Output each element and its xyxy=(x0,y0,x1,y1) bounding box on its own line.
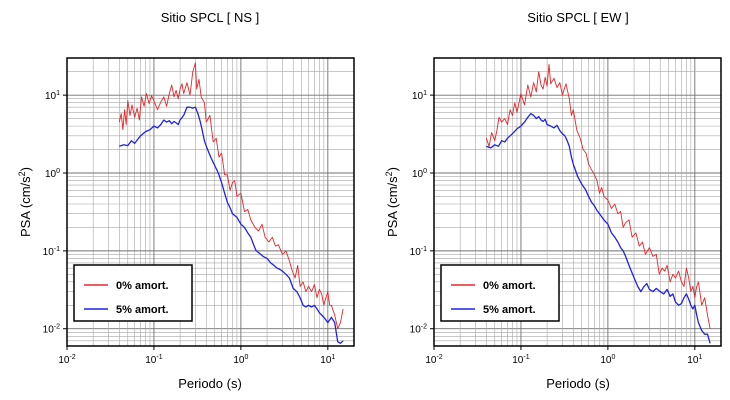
legend-box xyxy=(73,264,193,322)
x-tick-label: 10-1 xyxy=(512,354,529,366)
legend-box xyxy=(440,264,560,322)
x-tick-label: 10-2 xyxy=(58,354,75,366)
y-tick-exp: -1 xyxy=(54,246,60,253)
x-axis-label: Periodo (s) xyxy=(178,376,242,391)
x-tick-exp: 0 xyxy=(611,354,615,361)
chart-title: Sitio SPCL [ NS ] xyxy=(161,10,260,25)
series-line-0 xyxy=(118,62,344,330)
plot-frame xyxy=(66,57,355,347)
x-tick-base: 10 xyxy=(512,355,524,366)
y-tick-label: 10-2 xyxy=(410,324,427,336)
y-tick-label: 100 xyxy=(45,168,60,180)
chart-panel-ns: Sitio SPCL [ NS ] 10-2 10-1 100 10110-210-1… xyxy=(17,10,355,391)
x-tick-exp: -2 xyxy=(69,354,75,361)
x-axis-label: Periodo (s) xyxy=(546,376,610,391)
x-tick-label: 100 xyxy=(600,354,615,366)
y-axis-label-sup: 2 xyxy=(17,171,27,176)
y-tick-base: 10 xyxy=(412,169,424,180)
y-tick-label: 101 xyxy=(45,90,60,102)
x-tick-base: 10 xyxy=(145,355,157,366)
y-tick-label: 101 xyxy=(412,90,427,102)
y-tick-base: 10 xyxy=(45,169,57,180)
chart-panel-ew: Sitio SPCL [ EW ] 10-2 10-1 100 10110-210-1… xyxy=(384,10,722,391)
y-tick-base: 10 xyxy=(410,247,422,258)
x-tick-label: 10-1 xyxy=(145,354,162,366)
x-tick-exp: -2 xyxy=(436,354,442,361)
series-layer xyxy=(485,63,711,344)
y-tick-exp: -2 xyxy=(54,324,60,331)
legend-label-0: 0% amort. xyxy=(116,280,169,292)
y-tick-exp: -1 xyxy=(421,246,427,253)
x-tick-base: 10 xyxy=(687,355,699,366)
series-line-0 xyxy=(485,63,711,329)
x-tick-exp: -1 xyxy=(523,354,529,361)
y-axis-label: PSA (cm/s2) xyxy=(17,167,33,237)
x-tick-exp: 1 xyxy=(331,354,335,361)
y-tick-label: 100 xyxy=(412,168,427,180)
y-axis-label-base: PSA (cm/s xyxy=(385,176,400,237)
y-tick-base: 10 xyxy=(45,91,57,102)
x-tick-exp: -1 xyxy=(156,354,162,361)
x-tick-base: 10 xyxy=(600,355,612,366)
y-axis-label-end: ) xyxy=(18,167,33,171)
y-tick-label: 10-1 xyxy=(43,246,60,258)
series-line-1 xyxy=(486,112,711,344)
y-tick-exp: -2 xyxy=(421,324,427,331)
y-axis-label-base: PSA (cm/s xyxy=(18,176,33,237)
y-tick-base: 10 xyxy=(43,247,55,258)
y-tick-base: 10 xyxy=(410,325,422,336)
y-tick-exp: 1 xyxy=(423,90,427,97)
x-tick-label: 101 xyxy=(687,354,702,366)
x-tick-base: 10 xyxy=(58,355,70,366)
series-line-1 xyxy=(119,106,344,344)
y-tick-exp: 1 xyxy=(56,90,60,97)
x-tick-base: 10 xyxy=(233,355,245,366)
y-tick-exp: 0 xyxy=(423,168,427,175)
y-tick-label: 10-1 xyxy=(410,246,427,258)
y-axis-label-end: ) xyxy=(385,167,400,171)
x-tick-base: 10 xyxy=(425,355,437,366)
legend-label-1: 5% amort. xyxy=(116,304,169,316)
y-tick-exp: 0 xyxy=(56,168,60,175)
legend-label-1: 5% amort. xyxy=(483,304,536,316)
legend: 0% amort. 5% amort. xyxy=(440,264,560,322)
x-tick-exp: 0 xyxy=(244,354,248,361)
legend: 0% amort. 5% amort. xyxy=(73,264,193,322)
x-tick-label: 10-2 xyxy=(425,354,442,366)
chart-title: Sitio SPCL [ EW ] xyxy=(527,10,628,25)
y-tick-base: 10 xyxy=(412,91,424,102)
y-axis-label: PSA (cm/s2) xyxy=(384,167,400,237)
x-tick-exp: 1 xyxy=(698,354,702,361)
series-layer xyxy=(118,62,344,344)
y-tick-label: 10-2 xyxy=(43,324,60,336)
legend-label-0: 0% amort. xyxy=(483,280,536,292)
y-tick-base: 10 xyxy=(43,325,55,336)
y-axis-label-sup: 2 xyxy=(384,171,394,176)
x-tick-label: 101 xyxy=(320,354,335,366)
x-tick-base: 10 xyxy=(320,355,332,366)
x-tick-label: 100 xyxy=(233,354,248,366)
plot-frame xyxy=(433,57,722,347)
